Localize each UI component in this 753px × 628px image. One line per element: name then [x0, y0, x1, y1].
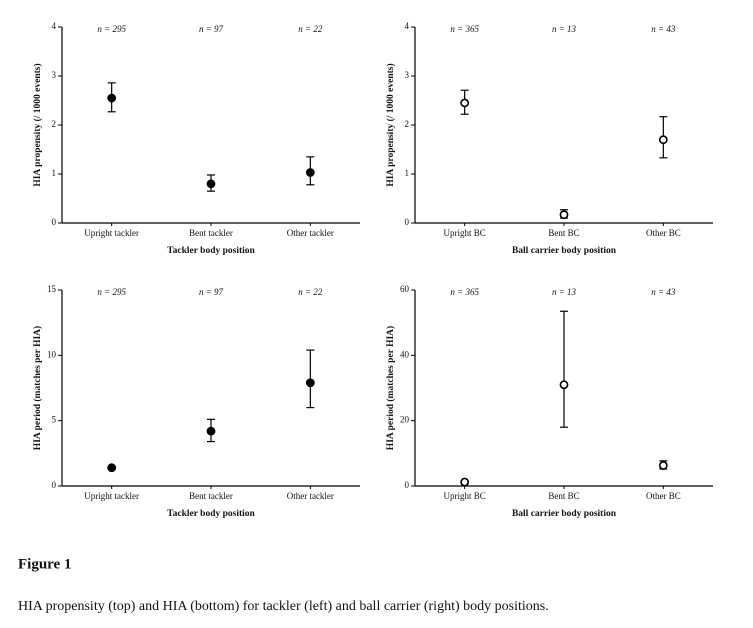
point: [658, 461, 668, 470]
figure-caption: HIA propensity (top) and HIA (bottom) fo…: [18, 599, 549, 614]
annotation: n = 295: [97, 287, 126, 297]
y-tick-label: 1: [52, 168, 57, 178]
y-tick-label: 0: [52, 480, 57, 490]
x-tick-label: Upright tackler: [84, 228, 139, 238]
y-tick-label: 0: [405, 217, 410, 227]
x-tick-label: Upright BC: [444, 228, 486, 238]
x-axis-label: Tackler body position: [167, 509, 255, 519]
point: [559, 380, 569, 390]
x-tick-label: Upright BC: [444, 491, 486, 501]
y-tick-label: 60: [400, 284, 410, 294]
y-tick-label: 20: [400, 415, 410, 425]
annotation: n = 295: [97, 24, 126, 34]
y-tick-label: 5: [52, 415, 57, 425]
point: [206, 426, 216, 436]
x-tick-label: Bent BC: [548, 491, 579, 501]
x-tick-label: Other BC: [646, 228, 681, 238]
y-tick-label: 3: [405, 70, 410, 80]
x-tick-label: Bent tackler: [189, 228, 233, 238]
x-tick-label: Other tackler: [287, 228, 334, 238]
y-tick-label: 10: [47, 349, 57, 359]
annotation: n = 365: [450, 24, 479, 34]
y-tick-label: 0: [52, 217, 57, 227]
y-tick-label: 40: [400, 349, 410, 359]
point: [460, 477, 470, 487]
point: [460, 98, 470, 108]
figure-label: Figure 1: [18, 556, 71, 572]
y-tick-label: 3: [52, 70, 57, 80]
annotation: n = 97: [199, 287, 224, 297]
x-tick-label: Other BC: [646, 491, 681, 501]
point: [107, 463, 117, 473]
point: [305, 378, 315, 388]
annotation: n = 22: [298, 287, 323, 297]
point: [107, 93, 117, 103]
point: [559, 210, 569, 220]
annotation: n = 13: [552, 24, 577, 34]
x-axis-label: Ball carrier body position: [512, 246, 617, 256]
x-tick-label: Upright tackler: [84, 491, 139, 501]
y-axis-label: HIA propensity (/ 1000 events): [385, 63, 396, 186]
point: [305, 168, 315, 177]
y-tick-label: 2: [405, 119, 410, 129]
x-tick-label: Bent tackler: [189, 491, 233, 501]
annotation: n = 365: [450, 287, 479, 297]
y-axis-label: HIA period (matches per HIA): [385, 326, 396, 450]
y-tick-label: 1: [405, 168, 410, 178]
annotation: n = 13: [552, 287, 577, 297]
x-tick-label: Other tackler: [287, 491, 334, 501]
annotation: n = 22: [298, 24, 323, 34]
annotation: n = 43: [651, 287, 676, 297]
annotation: n = 97: [199, 24, 224, 34]
x-axis-label: Tackler body position: [167, 246, 255, 256]
y-tick-label: 4: [405, 21, 410, 31]
x-tick-label: Bent BC: [548, 228, 579, 238]
y-axis-label: HIA period (matches per HIA): [32, 326, 43, 450]
y-axis-label: HIA propensity (/ 1000 events): [32, 63, 43, 186]
x-axis-label: Ball carrier body position: [512, 509, 617, 519]
y-tick-label: 2: [52, 119, 57, 129]
y-tick-label: 15: [47, 284, 57, 294]
annotation: n = 43: [651, 24, 676, 34]
y-tick-label: 4: [52, 21, 57, 31]
point: [206, 179, 216, 189]
y-tick-label: 0: [405, 480, 410, 490]
point: [658, 135, 668, 145]
